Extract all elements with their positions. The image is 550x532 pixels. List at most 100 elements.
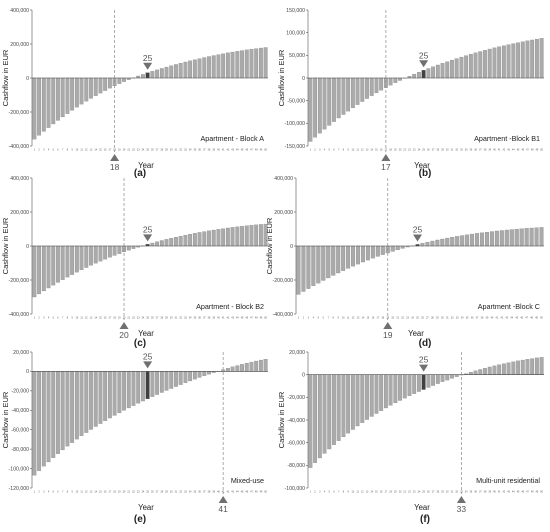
x-tick-label: 22: [132, 491, 135, 494]
x-tick-label: 5: [53, 317, 55, 320]
bar: [89, 77, 93, 99]
x-tick-label: 23: [137, 317, 140, 320]
bar: [46, 245, 51, 289]
x-tick-label: 18: [389, 491, 392, 494]
bar: [360, 374, 365, 423]
x-tick-label: 25: [146, 317, 149, 320]
y-axis-label: Cashflow in EUR: [1, 49, 10, 106]
x-tick-label: 12: [85, 149, 88, 152]
bar: [445, 237, 450, 247]
bar: [70, 77, 75, 111]
x-tick-label: 28: [436, 149, 439, 152]
bar: [244, 225, 249, 247]
x-tick-label: 16: [372, 317, 375, 320]
bar: [60, 77, 65, 118]
x-tick-label: 8: [67, 491, 69, 494]
y-tick-label: 0: [26, 369, 29, 375]
bar: [51, 77, 56, 125]
x-tick-label: 4: [324, 491, 326, 494]
bar: [459, 56, 464, 79]
bar: [464, 55, 469, 79]
x-tick-label: 38: [208, 149, 211, 152]
x-tick-label: 30: [170, 491, 173, 494]
bar: [41, 77, 46, 132]
highlight-marker: [419, 364, 429, 372]
bar: [350, 77, 355, 108]
bar: [103, 371, 108, 421]
chart-panel: 20,000 0 -20,000 -40,000 -60,000 -80,000 -100,…: [1, 350, 268, 525]
bar: [535, 38, 539, 79]
y-tick-label: -20,000: [11, 389, 29, 395]
x-axis-label: Year: [408, 329, 424, 338]
x-tick-label: 32: [179, 149, 182, 152]
y-tick-label: 400,000: [10, 176, 29, 182]
x-tick-label: 39: [212, 149, 215, 152]
x-tick-label: 50: [540, 491, 543, 494]
x-tick-label: 17: [109, 491, 112, 494]
bar: [350, 374, 355, 430]
bar: [514, 228, 519, 247]
bar: [207, 371, 211, 375]
x-tick-label: 37: [476, 317, 479, 320]
x-tick-label: 29: [165, 149, 168, 152]
bar: [454, 58, 459, 79]
bar: [331, 245, 336, 276]
bar: [150, 371, 155, 397]
bar: [420, 243, 425, 247]
bar: [417, 374, 421, 392]
highlight-year-label: 25: [143, 351, 153, 361]
bar: [136, 75, 141, 79]
highlight-year-label: 25: [419, 50, 429, 60]
x-tick-label: 41: [498, 491, 501, 494]
x-tick-label: 3: [43, 317, 45, 320]
x-tick-label: 33: [456, 317, 459, 320]
bar: [468, 372, 473, 375]
bar: [174, 371, 178, 387]
breakeven-year-label: 33: [457, 504, 467, 514]
x-tick-label: 48: [530, 317, 533, 320]
panel-caption: (a): [134, 168, 146, 179]
x-tick-label: 49: [536, 149, 539, 152]
bar: [70, 245, 75, 275]
bar: [296, 245, 301, 295]
x-tick-label: 42: [503, 491, 506, 494]
bar: [211, 229, 216, 247]
highlight-bar: [145, 72, 150, 79]
x-tick-label: 45: [517, 491, 520, 494]
x-tick-label: 23: [413, 491, 416, 494]
x-tick-label: 44: [510, 317, 513, 320]
x-tick-label: 21: [403, 149, 406, 152]
bar: [509, 229, 514, 247]
x-tick-label: 6: [333, 149, 335, 152]
x-tick-label: 20: [399, 491, 402, 494]
x-tick-label: 41: [496, 317, 499, 320]
highlight-year-label: 25: [143, 224, 153, 234]
bar: [374, 77, 379, 94]
bar: [93, 77, 98, 96]
x-tick-label: 13: [366, 149, 369, 152]
x-tick-label: 15: [99, 491, 102, 494]
bar: [202, 231, 207, 247]
x-tick-label: 17: [109, 317, 112, 320]
x-tick-label: 35: [470, 491, 473, 494]
x-tick-label: 6: [333, 491, 335, 494]
bar: [390, 245, 395, 252]
x-tick-label: 7: [338, 149, 340, 152]
y-tick-label: -80,000: [287, 463, 305, 469]
bar: [311, 245, 316, 286]
bar: [336, 374, 341, 441]
x-tick-label: 37: [203, 491, 206, 494]
bar: [435, 64, 440, 79]
x-tick-label: 29: [436, 317, 439, 320]
y-tick-label: -40,000: [11, 408, 29, 414]
x-tick-label: 20: [123, 149, 126, 152]
x-tick-label: 12: [361, 491, 364, 494]
bar: [487, 366, 492, 375]
series-label: Apartment - Block A: [200, 134, 264, 143]
bar: [207, 230, 211, 247]
x-axis-label: Year: [414, 503, 430, 512]
bar: [32, 77, 37, 140]
x-tick-label: 31: [451, 491, 454, 494]
x-tick-label: 21: [127, 491, 130, 494]
bar: [468, 54, 473, 79]
